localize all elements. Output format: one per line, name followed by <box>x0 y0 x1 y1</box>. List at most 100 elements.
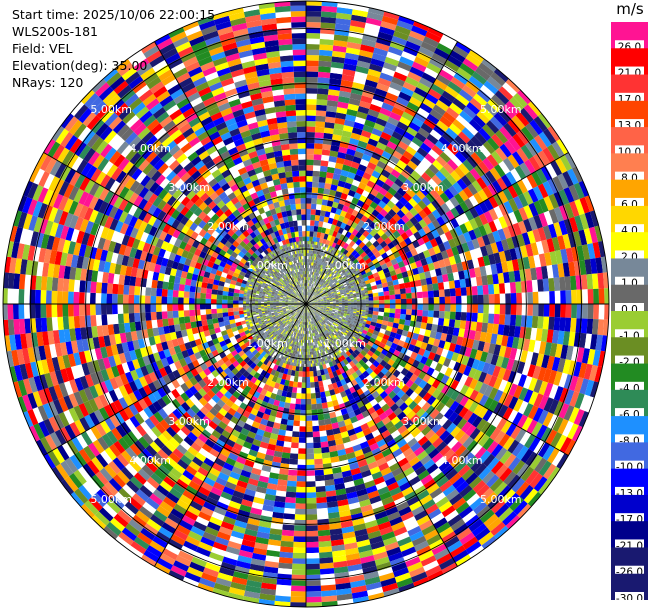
range-bin <box>331 544 345 552</box>
range-bin <box>357 493 370 502</box>
range-bin <box>344 212 352 220</box>
range-bin <box>441 384 451 395</box>
range-bin <box>356 488 368 497</box>
range-bin <box>301 393 306 400</box>
range-bin <box>391 467 403 477</box>
range-bin <box>522 256 531 270</box>
range-bin <box>459 278 467 288</box>
range-bin <box>521 417 533 432</box>
range-bin <box>488 375 498 388</box>
range-bin <box>347 410 356 419</box>
range-bin <box>448 472 462 485</box>
range-bin <box>357 436 367 444</box>
range-bin <box>503 324 510 337</box>
range-bin <box>384 363 392 371</box>
range-bin <box>378 299 385 304</box>
range-bin <box>269 472 280 480</box>
range-bin <box>490 354 499 366</box>
range-bin <box>73 291 80 304</box>
range-bin <box>576 245 585 261</box>
range-bin <box>383 290 390 296</box>
range-bin <box>546 329 554 343</box>
range-bin <box>427 508 442 520</box>
range-bin <box>409 391 419 401</box>
range-bin <box>295 398 301 405</box>
range-bin <box>473 227 482 239</box>
range-bin <box>320 584 337 592</box>
range-bin <box>482 342 491 353</box>
range-bin <box>518 193 529 208</box>
range-bin <box>322 457 332 465</box>
range-bin <box>433 412 444 423</box>
range-bin <box>385 325 393 332</box>
range-bin <box>387 336 395 343</box>
range-bin <box>344 58 358 66</box>
range-bin <box>387 358 395 367</box>
range-bin <box>398 91 412 102</box>
range-bin <box>395 308 401 314</box>
range-bin <box>379 107 392 117</box>
range-bin <box>356 255 363 262</box>
range-bin <box>469 348 478 359</box>
range-bin <box>487 363 496 376</box>
range-bin <box>394 452 406 463</box>
range-bin <box>334 438 344 446</box>
range-bin <box>435 226 445 236</box>
range-bin <box>371 258 379 265</box>
range-bin <box>368 244 376 252</box>
range-bin <box>472 339 480 350</box>
range-bin <box>117 304 124 314</box>
range-bin <box>348 98 361 106</box>
range-bin <box>320 232 325 239</box>
range-bin <box>217 312 223 318</box>
range-bin <box>315 475 325 482</box>
range-bin <box>405 471 418 482</box>
range-bin <box>452 327 460 337</box>
range-bin <box>73 315 81 329</box>
range-bin <box>336 443 345 451</box>
range-bin <box>378 352 386 360</box>
range-bin <box>507 154 520 169</box>
range-bin <box>476 505 491 519</box>
range-bin <box>397 424 408 435</box>
range-bin <box>421 401 432 412</box>
range-bin <box>446 143 459 156</box>
range-bin <box>101 314 108 326</box>
range-bin <box>363 389 372 398</box>
range-bin <box>433 185 444 196</box>
range-bin <box>361 446 372 455</box>
range-bin <box>358 49 374 59</box>
range-bin <box>533 476 548 492</box>
range-bin <box>447 272 455 282</box>
range-bin <box>290 447 299 454</box>
range-bin <box>464 376 474 388</box>
range-bin <box>569 201 580 217</box>
range-bin <box>409 30 426 42</box>
range-bin <box>461 175 472 187</box>
range-bin <box>408 365 417 374</box>
range-bin <box>298 365 303 372</box>
range-bin <box>503 381 513 395</box>
range-bin <box>312 365 317 372</box>
range-bin <box>553 206 564 222</box>
range-bin <box>455 287 462 297</box>
range-bin <box>332 427 341 435</box>
range-bin <box>425 405 436 416</box>
range-bin <box>469 97 484 111</box>
range-bin <box>416 489 430 501</box>
range-bin <box>574 377 584 393</box>
range-bin <box>478 144 491 158</box>
range-bin <box>267 443 276 451</box>
range-bin <box>565 247 574 263</box>
range-bin <box>377 112 390 122</box>
range-bin <box>493 112 508 127</box>
range-bin <box>472 480 486 494</box>
range-bin <box>278 401 286 408</box>
range-bin <box>334 117 346 125</box>
range-bin <box>383 434 394 444</box>
range-bin <box>429 330 437 339</box>
range-bin <box>528 216 538 231</box>
range-bin <box>24 304 30 319</box>
range-bin <box>392 338 400 345</box>
range-bin <box>291 569 306 575</box>
